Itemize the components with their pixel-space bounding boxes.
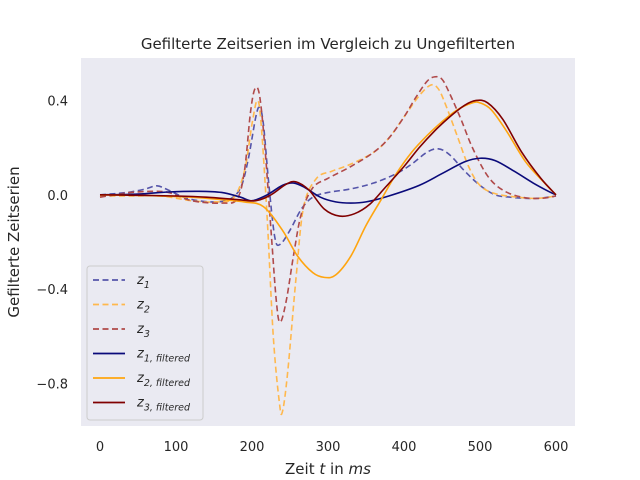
x-tick-label: 400 — [392, 440, 417, 455]
x-tick-label: 300 — [316, 440, 341, 455]
x-tick-label: 600 — [544, 440, 569, 455]
series-line-5 — [99, 101, 557, 279]
x-tick-label: 100 — [164, 440, 189, 455]
y-tick-label: −0.8 — [36, 378, 68, 393]
x-tick-label: 200 — [240, 440, 265, 455]
x-tick-label: 0 — [96, 440, 104, 455]
legend-label: z3, filtered — [136, 396, 191, 414]
legend-label: z3 — [136, 322, 150, 340]
x-tick-label: 500 — [468, 440, 493, 455]
series-line-4 — [99, 157, 557, 204]
y-tick-label: 0.0 — [47, 189, 68, 204]
y-tick-label: −0.4 — [36, 283, 68, 298]
series-line-6 — [99, 99, 557, 218]
legend-label: z2, filtered — [136, 371, 191, 389]
legend-label: z1, filtered — [136, 347, 191, 365]
x-axis-ticks: 0 100 200 300 400 500 600 — [96, 440, 569, 455]
series-line-3 — [99, 75, 557, 324]
legend-label: z2 — [136, 298, 150, 316]
y-axis-ticks: 0.4 0.0 −0.4 −0.8 — [36, 94, 68, 392]
legend: z1 z2 z3 z1, filtered z2, filtered z3, filter… — [86, 265, 204, 421]
y-axis-label: Gefilterte Zeitserien — [5, 166, 23, 317]
y-tick-label: 0.4 — [47, 94, 68, 109]
series-lines — [99, 75, 557, 416]
x-axis-label: Zeit t in ms — [285, 460, 371, 478]
legend-label: z1 — [136, 273, 150, 291]
chart-title: Gefilterte Zeitserien im Vergleich zu Un… — [141, 35, 515, 53]
